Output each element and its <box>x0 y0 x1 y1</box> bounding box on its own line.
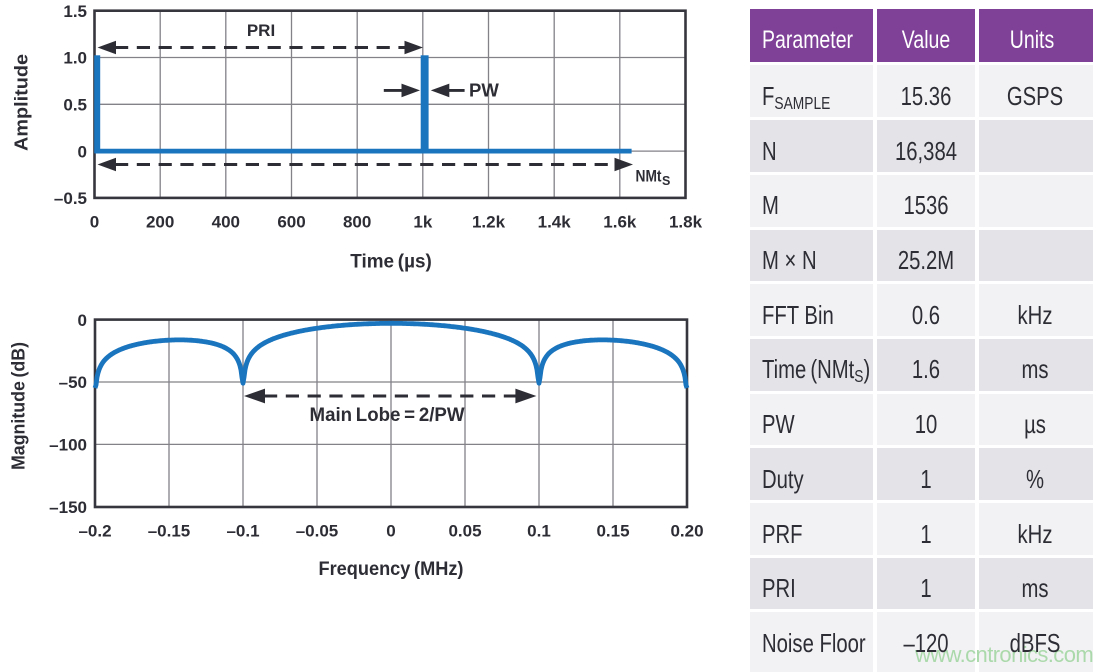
svg-text:1.6k: 1.6k <box>603 212 637 231</box>
svg-text:NMt: NMt <box>636 167 662 186</box>
svg-text:–0.5: –0.5 <box>54 189 87 208</box>
svg-text:0.15: 0.15 <box>596 521 629 540</box>
svg-text:0.05: 0.05 <box>448 521 481 540</box>
svg-text:Amplitude: Amplitude <box>12 54 32 151</box>
svg-text:–0.2: –0.2 <box>78 521 111 540</box>
svg-text:0.1: 0.1 <box>527 521 551 540</box>
svg-text:800: 800 <box>343 212 371 231</box>
svg-text:Main Lobe = 2/PW: Main Lobe = 2/PW <box>310 404 466 426</box>
svg-text:Time (µs): Time (µs) <box>350 250 432 272</box>
svg-text:0.20: 0.20 <box>670 521 703 540</box>
svg-text:0: 0 <box>78 142 87 161</box>
svg-text:1.8k: 1.8k <box>669 212 703 231</box>
svg-text:1.2k: 1.2k <box>472 212 506 231</box>
svg-text:1.4k: 1.4k <box>538 212 572 231</box>
svg-text:1.5: 1.5 <box>63 2 87 21</box>
svg-text:1.0: 1.0 <box>63 49 87 68</box>
svg-text:0: 0 <box>78 311 87 330</box>
svg-text:600: 600 <box>277 212 305 231</box>
svg-text:–0.15: –0.15 <box>148 521 191 540</box>
svg-text:S: S <box>662 174 670 188</box>
svg-text:0: 0 <box>90 212 99 231</box>
svg-text:1k: 1k <box>413 212 432 231</box>
svg-text:–50: –50 <box>59 373 87 392</box>
svg-text:PW: PW <box>469 80 499 101</box>
svg-text:Magnitude (dB): Magnitude (dB) <box>9 342 29 470</box>
svg-text:–150: –150 <box>49 498 87 517</box>
svg-text:–0.05: –0.05 <box>296 521 339 540</box>
svg-text:0: 0 <box>386 521 395 540</box>
svg-text:Frequency (MHz): Frequency (MHz) <box>319 558 464 580</box>
svg-text:400: 400 <box>212 212 240 231</box>
svg-text:–0.1: –0.1 <box>226 521 259 540</box>
svg-text:0.5: 0.5 <box>63 96 87 115</box>
svg-text:200: 200 <box>146 212 174 231</box>
svg-text:–100: –100 <box>49 436 87 455</box>
svg-text:PRI: PRI <box>247 21 275 40</box>
